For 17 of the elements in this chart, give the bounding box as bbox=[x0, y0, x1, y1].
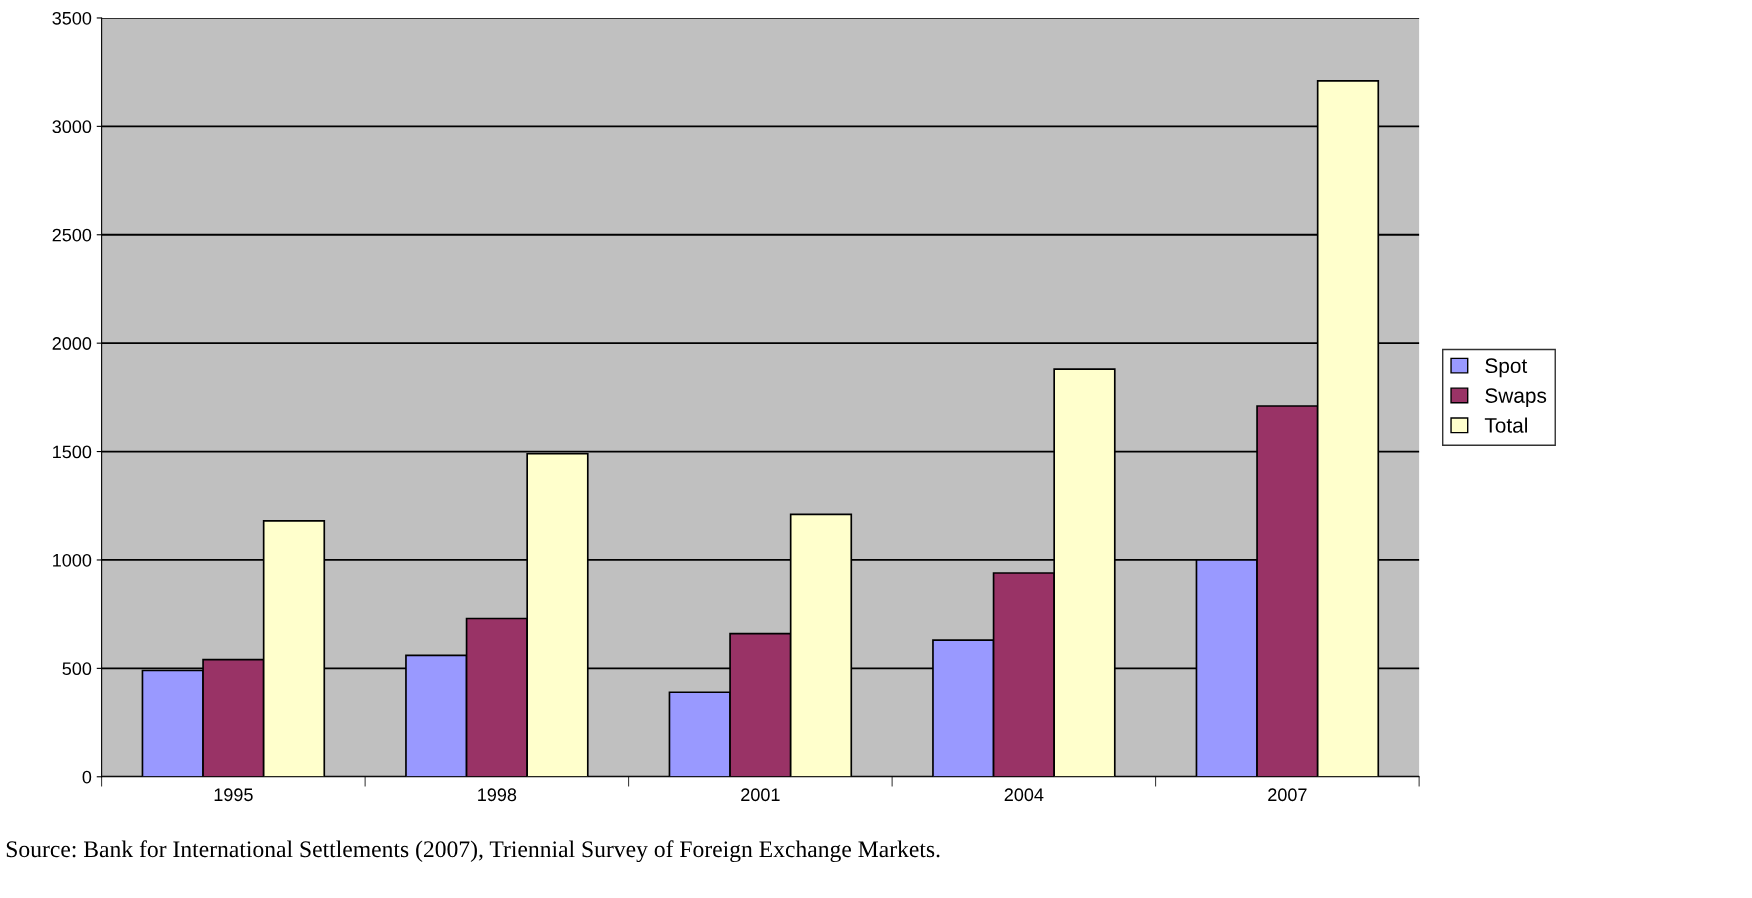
y-tick-label: 2500 bbox=[52, 228, 92, 242]
legend-label: Swaps bbox=[1485, 388, 1547, 408]
x-tick-label: 2001 bbox=[741, 788, 780, 802]
source-note: Source: Bank for International Settlements (2007), Triennial Survey of Foreign Exchange Markets. bbox=[6, 840, 940, 863]
y-tick-label: 0 bbox=[82, 770, 92, 784]
y-tick-label: 2000 bbox=[52, 337, 92, 350]
x-tick-label: 2004 bbox=[1004, 788, 1044, 802]
x-tick-label: 1995 bbox=[214, 788, 253, 802]
y-tick-label: 1000 bbox=[53, 553, 92, 567]
y-tick-label: 500 bbox=[62, 662, 92, 676]
y-tick-label: 1500 bbox=[53, 445, 92, 459]
y-tick-label: 3000 bbox=[52, 120, 92, 134]
x-tick-label: 1998 bbox=[478, 788, 517, 802]
legend-label: Spot bbox=[1485, 358, 1528, 378]
legend-label: Total bbox=[1484, 417, 1527, 433]
y-tick-label: 3500 bbox=[52, 11, 92, 25]
x-tick-label: 2007 bbox=[1268, 788, 1307, 802]
